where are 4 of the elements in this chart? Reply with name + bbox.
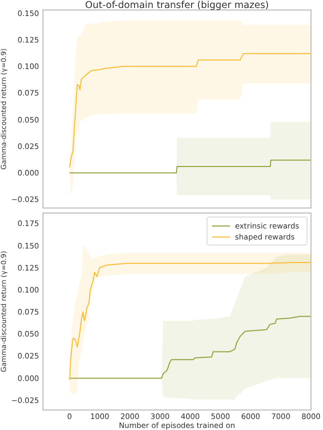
chart-title: Out-of-domain transfer (bigger mazes) <box>85 0 269 11</box>
line-series <box>69 262 311 380</box>
line-series <box>69 316 311 379</box>
line-series <box>69 53 311 168</box>
